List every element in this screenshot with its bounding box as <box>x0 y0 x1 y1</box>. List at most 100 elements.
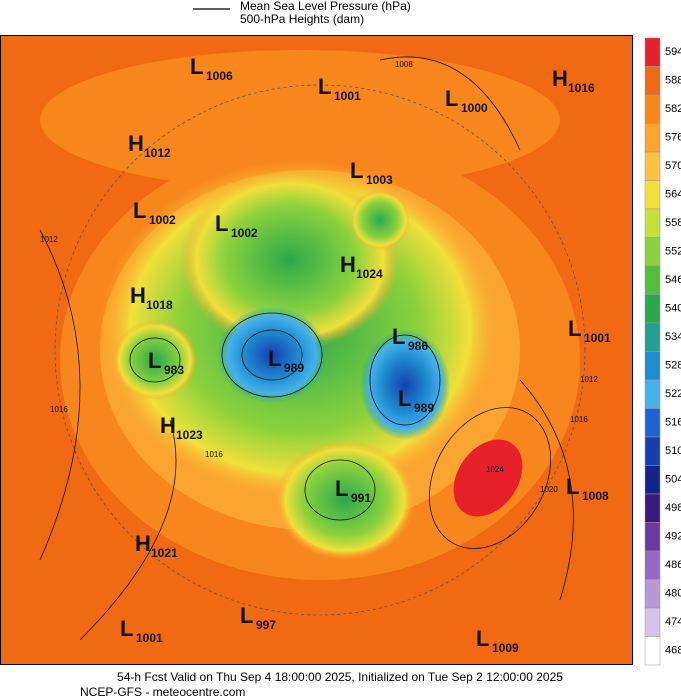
center-value: 989 <box>284 361 304 375</box>
center-letter: L <box>133 198 146 223</box>
colorbar-label: 594 <box>665 46 681 58</box>
colorbar-label: 576 <box>665 132 681 144</box>
colorbar-swatch <box>644 436 661 466</box>
colorbar-swatch <box>644 522 661 552</box>
colorbar-swatch <box>644 579 661 609</box>
center-letter: H <box>160 413 176 438</box>
field <box>453 439 523 517</box>
center-letter: L <box>148 348 161 373</box>
center-value: 1021 <box>151 546 178 560</box>
colorbar-swatch <box>644 237 661 267</box>
center-value: 1001 <box>136 631 163 645</box>
colorbar-label: 522 <box>665 388 681 400</box>
colorbar-label: 492 <box>665 531 681 543</box>
isobar-labels: 1008 1012 1016 1016 1020 1024 1012 1016 <box>40 60 598 494</box>
center-letter: L <box>350 158 363 183</box>
legend-text: 500-hPa Heights (dam) <box>240 12 364 26</box>
center-value: 986 <box>408 339 428 353</box>
colorbar-swatch <box>644 465 661 495</box>
field <box>275 440 415 560</box>
colorbar-label: 534 <box>665 331 681 343</box>
field <box>113 320 197 400</box>
isobars <box>39 56 586 641</box>
center-letter: L <box>318 74 331 99</box>
colorbar-swatch <box>644 180 661 210</box>
center-letter: H <box>130 283 146 308</box>
center-value: 1023 <box>176 428 203 442</box>
isobar-label: 1008 <box>395 60 413 69</box>
colorbar-swatch <box>644 151 661 181</box>
center-letter: L <box>445 86 458 111</box>
colorbar-swatch <box>644 607 661 637</box>
colorbar-label: 480 <box>665 588 681 600</box>
colorbar-swatch <box>644 94 661 124</box>
colorbar-label: 474 <box>665 616 681 628</box>
center-letter: L <box>240 603 253 628</box>
colorbar-swatch <box>644 550 661 580</box>
center-letter: L <box>335 476 348 501</box>
colorbar-label: 510 <box>665 445 681 457</box>
center-value: 1009 <box>492 641 519 655</box>
colorbar-label: 516 <box>665 417 681 429</box>
center-letter: H <box>552 66 568 91</box>
isobar-label: 1016 <box>205 450 223 459</box>
center-value: 1001 <box>584 331 611 345</box>
center-value: 1001 <box>334 89 361 103</box>
center-value: 1006 <box>206 69 233 83</box>
legend-text: Mean Sea Level Pressure (hPa) <box>240 0 411 13</box>
center-value: 1002 <box>149 213 176 227</box>
center-letter: L <box>566 474 579 499</box>
colorbar-swatch <box>644 123 661 153</box>
center-value: 1024 <box>356 267 383 281</box>
isobar-label: 1020 <box>540 485 558 494</box>
center-value: 1012 <box>144 146 171 160</box>
center-value: 1008 <box>582 489 609 503</box>
colorbar-swatch <box>644 493 661 523</box>
center-letter: L <box>268 346 281 371</box>
center-letter: L <box>190 54 203 79</box>
center-letter: H <box>128 131 144 156</box>
field <box>360 330 450 440</box>
colorbar-label: 546 <box>665 274 681 286</box>
colorbar-label: 564 <box>665 189 681 201</box>
colorbar-label: 582 <box>665 103 681 115</box>
center-letter: L <box>120 616 133 641</box>
center-letter: L <box>476 626 489 651</box>
colorbar-swatch <box>644 66 661 96</box>
colorbar-swatch <box>644 379 661 409</box>
center-value: 989 <box>414 401 434 415</box>
isobar-label: 1016 <box>50 405 68 414</box>
colorbar-swatch <box>644 294 661 324</box>
colorbar-swatch <box>644 37 661 67</box>
colorbar-label: 588 <box>665 75 681 87</box>
isobar-label: 1012 <box>40 235 58 244</box>
colorbar-label: 504 <box>665 474 681 486</box>
colorbar-label: 468 <box>665 645 681 657</box>
footer-text: NCEP-GFS - meteocentre.com <box>80 685 245 699</box>
colorbar-label: 498 <box>665 502 681 514</box>
isobar-label: 1012 <box>580 375 598 384</box>
colorbar-label: 570 <box>665 160 681 172</box>
isobar-label: 1016 <box>570 415 588 424</box>
center-value: 1016 <box>568 81 595 95</box>
field <box>40 50 560 190</box>
colorbar-swatch <box>644 408 661 438</box>
field <box>350 190 410 250</box>
colorbar-label: 528 <box>665 360 681 372</box>
colorbar-swatch <box>644 636 661 666</box>
colorbar-swatch <box>644 265 661 295</box>
center-value: 1002 <box>231 226 258 240</box>
colorbar-label: 552 <box>665 246 681 258</box>
field <box>180 170 400 350</box>
center-value: 1018 <box>146 298 173 312</box>
center-letter: H <box>340 252 356 277</box>
center-letter: H <box>135 531 151 556</box>
center-value: 1000 <box>461 101 488 115</box>
center-letter: L <box>392 324 405 349</box>
center-value: 1003 <box>366 173 393 187</box>
center-letter: L <box>215 211 228 236</box>
colorbar-label: 540 <box>665 303 681 315</box>
map-frame <box>0 35 633 665</box>
